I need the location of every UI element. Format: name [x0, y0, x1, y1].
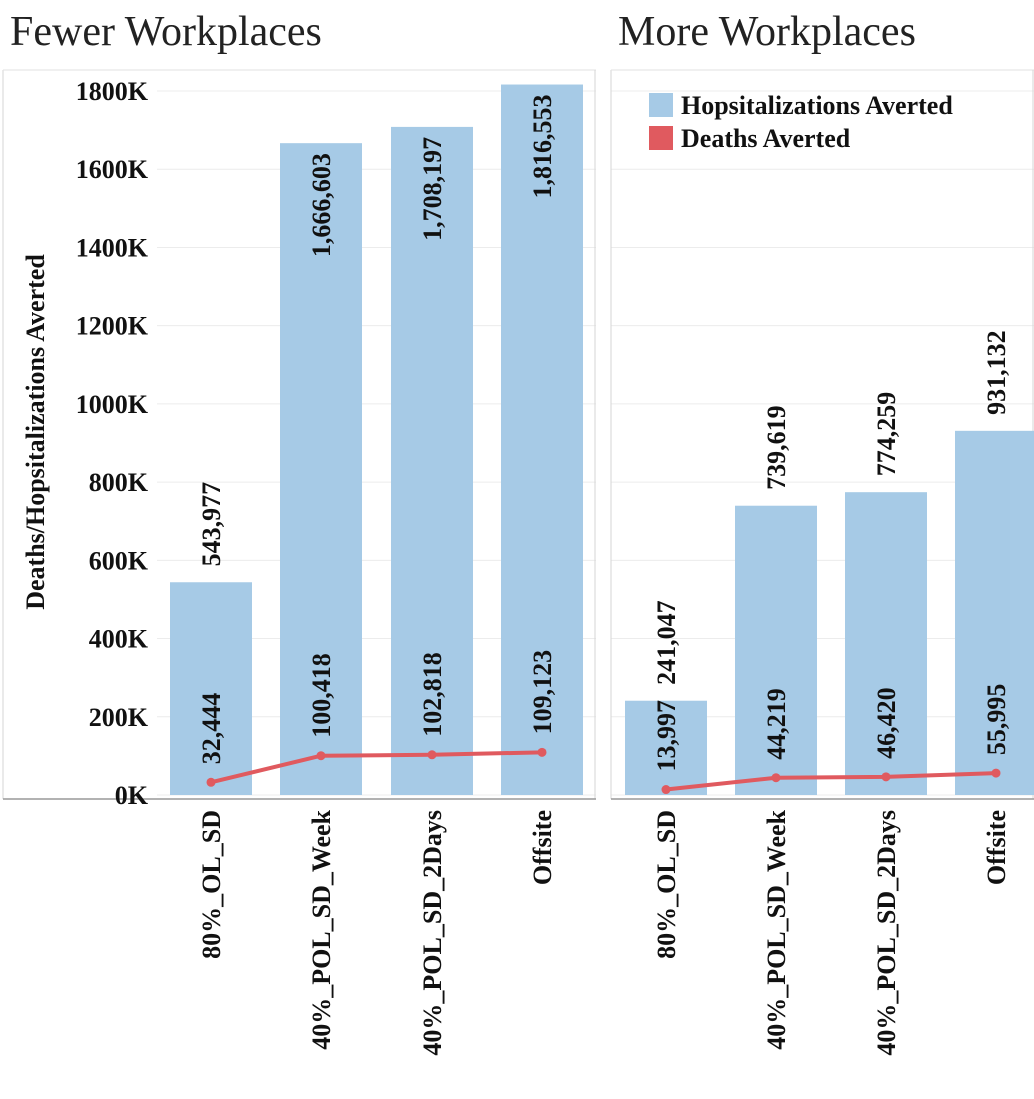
- line-value-label: 109,123: [528, 650, 557, 735]
- line-value-label: 46,420: [872, 687, 901, 759]
- deaths-point: [316, 751, 326, 761]
- line-layer: [206, 747, 1001, 795]
- bar-layer: [170, 84, 1034, 796]
- bar: [280, 143, 362, 796]
- y-axis-title: Deaths/Hopsitalizations Averted: [21, 254, 50, 610]
- y-tick-label: 0K: [115, 781, 149, 810]
- panel-title: Fewer Workplaces: [10, 9, 322, 55]
- bar-value-label: 774,259: [872, 392, 901, 477]
- y-tick-label: 1000K: [76, 390, 149, 419]
- bar-value-label: 1,708,197: [418, 137, 447, 241]
- line-value-label: 13,997: [652, 700, 681, 772]
- deaths-point: [661, 785, 671, 795]
- bar-value-label: 1,816,553: [528, 95, 557, 199]
- bar: [845, 492, 927, 795]
- x-category-label: 40%_POL_SD_Week: [762, 809, 791, 1049]
- panel-title: More Workplaces: [618, 9, 916, 55]
- x-category-label: 80%_OL_SD: [652, 810, 681, 959]
- y-tick-label: 1800K: [76, 77, 149, 106]
- y-tick-label: 200K: [89, 703, 149, 732]
- x-category-label: Offsite: [982, 810, 1011, 885]
- deaths-point: [771, 773, 781, 783]
- legend-layer: Hopsitalizations Averted Deaths Averted: [649, 91, 953, 153]
- deaths-point: [537, 747, 547, 757]
- legend-swatch: [649, 93, 673, 117]
- y-tick-label: 800K: [89, 468, 149, 497]
- bar: [955, 430, 1034, 795]
- deaths-point: [991, 768, 1001, 778]
- bar: [501, 84, 583, 795]
- y-tick-label: 400K: [89, 625, 149, 654]
- legend-label: Deaths Averted: [681, 124, 851, 153]
- x-category-label: 40%_POL_SD_Week: [307, 809, 336, 1049]
- x-category-label: 80%_OL_SD: [197, 810, 226, 959]
- deaths-line: [210, 750, 543, 785]
- line-value-label: 102,818: [418, 652, 447, 737]
- deaths-point: [206, 777, 216, 787]
- x-category-label: 40%_POL_SD_2Days: [418, 810, 447, 1056]
- bar-value-label: 931,132: [982, 330, 1011, 415]
- bar: [735, 505, 817, 795]
- deaths-point: [881, 772, 891, 782]
- line-value-label: 32,444: [197, 693, 226, 765]
- axis-layer: 0K 200K 400K 600K 800K 1000K 1200K 1400K 1600K 18…: [10, 9, 1011, 1056]
- line-value-label: 55,995: [982, 684, 1011, 756]
- bar-value-label: 241,047: [652, 600, 681, 685]
- x-category-label: Offsite: [528, 810, 557, 885]
- y-tick-label: 600K: [89, 546, 149, 575]
- line-value-label: 100,418: [307, 653, 336, 738]
- bar: [170, 582, 252, 795]
- bar: [391, 126, 473, 796]
- y-tick-label: 1400K: [76, 233, 149, 262]
- bar-value-label: 739,619: [762, 405, 791, 490]
- x-category-label: 40%_POL_SD_2Days: [872, 810, 901, 1056]
- bar-value-label: 1,666,603: [307, 153, 336, 257]
- bar-value-label: 543,977: [197, 482, 226, 567]
- line-value-label: 44,219: [762, 688, 791, 760]
- label-layer: 543,977 1,666,603 1,708,197 1,816,553 32,444…: [197, 95, 1011, 772]
- bar: [625, 700, 707, 795]
- deaths-line: [665, 771, 997, 792]
- deaths-point: [427, 750, 437, 760]
- legend-label: Hopsitalizations Averted: [681, 91, 953, 120]
- legend-swatch: [649, 126, 673, 150]
- y-tick-label: 1600K: [76, 155, 149, 184]
- y-tick-label: 1200K: [76, 312, 149, 341]
